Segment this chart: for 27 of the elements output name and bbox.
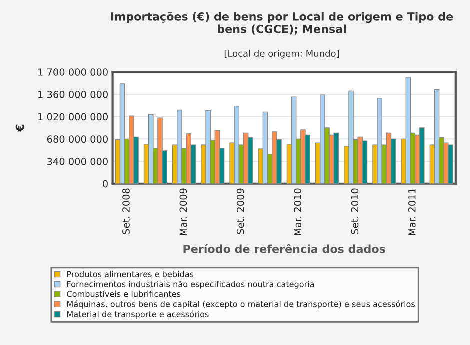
x-tick-label: Set. 2009 — [236, 188, 244, 234]
x-tick-label: Mar. 2010 — [294, 188, 302, 236]
y-tick-label: 1 020 000 000 — [38, 113, 108, 121]
y-tick-label: 340 000 000 — [48, 158, 108, 166]
bar — [434, 90, 440, 184]
legend-label: Combustíveis e lubrificantes — [67, 290, 181, 298]
legend-label: Produtos alimentares e bebidas — [68, 271, 194, 278]
y-tick-label: 1 360 000 000 — [38, 90, 108, 98]
chart-subtitle: [Local de origem: Mundo] — [224, 50, 340, 59]
legend-label: Fornecimentos industriais não especificados noutra categoria — [68, 280, 314, 289]
y-tick-label: 1 700 000 000 — [38, 68, 108, 76]
bar — [148, 114, 154, 184]
x-tick-label: Mar. 2009 — [180, 188, 188, 236]
y-tick-label: 680 000 000 — [47, 136, 108, 144]
legend-label: Máquinas, outros bens de capital (excepto o material de transporte) e seus acessórios — [68, 300, 415, 309]
chart-title: Importações (€) de bens por Local de origem e Tipo de bens (CGCE); Mensal — [111, 12, 454, 35]
x-axis-title: Período de referência dos dados — [184, 244, 386, 254]
y-axis-title: € — [16, 124, 24, 132]
bar — [120, 84, 126, 184]
x-tick-label: Mar. 2011 — [408, 188, 416, 236]
legend-label: Material de transporte e acessórios — [68, 310, 209, 319]
bar — [291, 96, 297, 184]
x-tick-label: Set. 2010 — [351, 188, 359, 234]
x-tick-label: Set. 2008 — [122, 188, 130, 234]
bar — [362, 140, 368, 184]
bar — [262, 112, 268, 184]
y-tick-label: 0 — [103, 180, 108, 188]
